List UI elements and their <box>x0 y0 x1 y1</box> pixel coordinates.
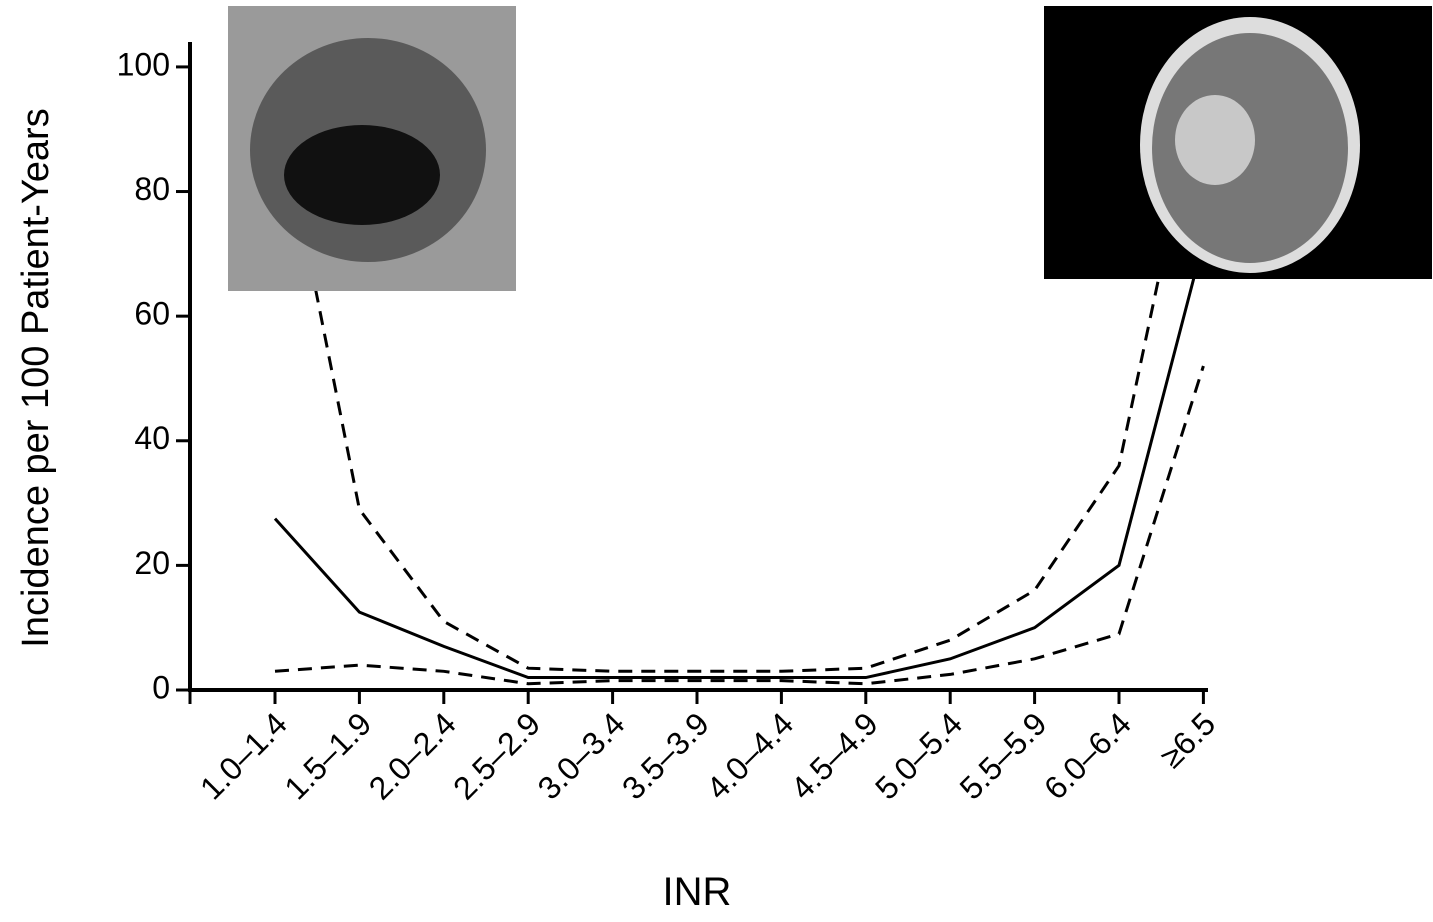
x-tick-label: 4.5–4.9 <box>784 705 885 806</box>
y-tick-label: 20 <box>134 545 170 581</box>
ci-line <box>273 66 1205 673</box>
x-axis-label: INR <box>663 870 732 914</box>
y-axis-label: Incidence per 100 Patient-Years <box>15 108 57 647</box>
x-tick-label: ≥6.5 <box>1153 705 1222 774</box>
x-tick-label: 6.0–6.4 <box>1037 705 1138 806</box>
y-tick-label: 40 <box>134 420 170 456</box>
x-tick-label: 5.0–5.4 <box>868 705 969 806</box>
x-tick-label: 3.5–3.9 <box>615 705 716 806</box>
y-tick-label: 0 <box>152 669 170 705</box>
x-tick-label: 1.0–1.4 <box>193 705 294 806</box>
x-tick-label: 5.5–5.9 <box>953 705 1054 806</box>
y-tick-label: 80 <box>134 171 170 207</box>
x-tick-label: 1.5–1.9 <box>277 705 378 806</box>
hemorrhage <box>1175 95 1255 185</box>
y-tick-label: 100 <box>117 46 170 82</box>
x-tick-label: 2.0–2.4 <box>362 705 463 806</box>
ci-line <box>274 365 1205 686</box>
x-tick-label: 3.0–3.4 <box>531 705 632 806</box>
incidence-line <box>273 241 1205 680</box>
x-tick-label: 4.0–4.4 <box>699 705 800 806</box>
y-tick-label: 60 <box>134 296 170 332</box>
x-tick-label: 2.5–2.9 <box>446 705 547 806</box>
valve-disc <box>284 125 440 225</box>
